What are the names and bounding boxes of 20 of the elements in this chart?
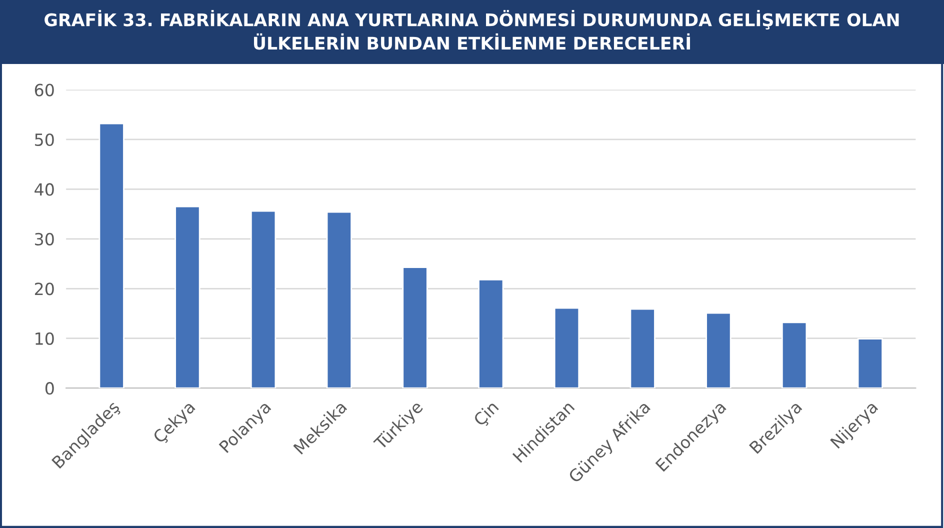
bar <box>98 122 124 388</box>
bar <box>478 278 504 388</box>
bar <box>857 338 883 388</box>
x-tick-label: Çin <box>472 400 502 429</box>
bar <box>706 312 732 388</box>
bar <box>174 206 200 388</box>
y-tick-label: 50 <box>35 133 54 146</box>
y-tick-label: 10 <box>36 332 54 345</box>
y-tick-label: 40 <box>34 183 54 196</box>
y-tick-label: 30 <box>35 232 54 246</box>
y-tick-label: 60 <box>34 84 54 96</box>
bar <box>250 210 276 388</box>
bar <box>781 322 808 388</box>
y-tick-label: 0 <box>45 382 54 395</box>
bar <box>630 308 656 388</box>
bar <box>326 211 352 388</box>
chart-title: GRAFİK 33. FABRİKALARIN ANA YURTLARINA DÖNMESİ DURUMUNDA GELİŞMEKTE OLAN ÜLKELERİN BUNDAN ETKİLENME DERECELERİ <box>44 10 899 50</box>
y-tick-label: 20 <box>34 282 54 296</box>
bar <box>402 266 428 388</box>
bar <box>554 307 580 388</box>
